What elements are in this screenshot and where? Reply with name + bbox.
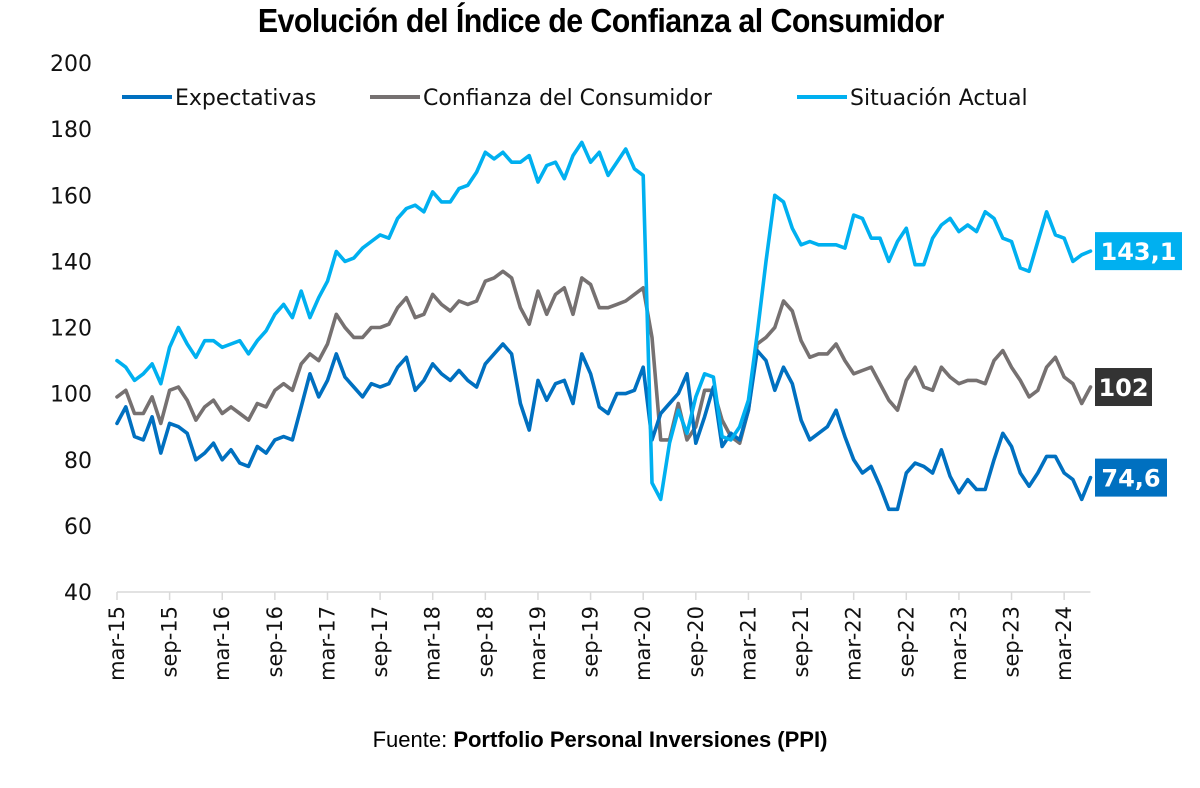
x-tick-label: mar-20 — [631, 606, 655, 681]
x-tick-label: sep-20 — [684, 606, 708, 678]
x-tick-label: sep-17 — [368, 606, 392, 678]
legend-label: Expectativas — [175, 86, 316, 111]
x-tick-label: sep-22 — [894, 606, 918, 678]
legend-label: Confianza del Consumidor — [423, 86, 713, 111]
y-tick-label: 200 — [50, 52, 92, 77]
x-tick-label: mar-18 — [421, 606, 445, 681]
legend: Expectativas Confianza del Consumidor Situ… — [122, 86, 1028, 111]
x-tick-label: sep-15 — [158, 606, 182, 678]
x-tick-label: mar-21 — [736, 606, 760, 681]
x-tick-label: sep-18 — [473, 606, 497, 678]
legend-item: Expectativas — [122, 86, 316, 111]
legend-item: Confianza del Consumidor — [370, 86, 713, 111]
y-tick-label: 100 — [50, 383, 92, 408]
end-labels: 74,6 102 143,1 — [1095, 232, 1182, 497]
x-tick-label: sep-19 — [579, 606, 603, 678]
end-value-badge — [1095, 232, 1182, 271]
series-lines — [115, 140, 1093, 512]
series-line-situaci-n-actual — [115, 140, 1093, 502]
x-tick-label: mar-23 — [947, 606, 971, 681]
x-tick-label: mar-19 — [526, 606, 550, 681]
chart-title: Evolución del Índice de Confianza al Con… — [257, 2, 944, 39]
end-value-text: 74,6 — [1101, 465, 1160, 493]
end-value-text: 102 — [1098, 374, 1148, 402]
x-tick-label: sep-16 — [263, 606, 287, 678]
y-tick-label: 80 — [64, 449, 92, 474]
source-name: Portfolio Personal Inversiones (PPI) — [453, 727, 828, 752]
x-axis: mar-15 sep-15 mar-16 sep-16 mar-17 sep-17 mar-… — [105, 591, 1091, 681]
end-value-label: 102 — [1095, 368, 1152, 407]
x-tick-label: sep-21 — [789, 606, 813, 678]
x-tick-label: mar-15 — [105, 606, 129, 681]
x-tick-label: mar-22 — [842, 606, 866, 681]
series-line-expectativas — [115, 342, 1093, 512]
y-tick-label: 140 — [50, 250, 92, 275]
x-tick-label: mar-24 — [1052, 606, 1076, 681]
legend-item: Situación Actual — [797, 86, 1028, 111]
series-line-confianza-del-consumidor — [115, 269, 1093, 446]
end-value-label: 143,1 — [1095, 232, 1182, 271]
y-tick-label: 120 — [50, 317, 92, 342]
x-tick-label: sep-23 — [1000, 606, 1024, 678]
y-tick-label: 60 — [64, 515, 92, 540]
source-note: Fuente: Portfolio Personal Inversiones (… — [0, 727, 1200, 753]
x-tick-label: mar-16 — [210, 606, 234, 681]
end-value-label: 74,6 — [1095, 458, 1167, 497]
y-tick-label: 160 — [50, 184, 92, 209]
y-axis: 40 60 80 100 120 140 160 180 200 — [50, 52, 92, 606]
end-value-badge — [1095, 368, 1152, 407]
end-value-text: 143,1 — [1101, 238, 1177, 266]
y-tick-label: 40 — [64, 581, 92, 606]
legend-label: Situación Actual — [850, 86, 1028, 111]
source-prefix: Fuente: — [372, 727, 448, 752]
y-tick-label: 180 — [50, 118, 92, 143]
x-tick-label: mar-17 — [315, 606, 339, 681]
end-value-badge — [1095, 458, 1167, 497]
